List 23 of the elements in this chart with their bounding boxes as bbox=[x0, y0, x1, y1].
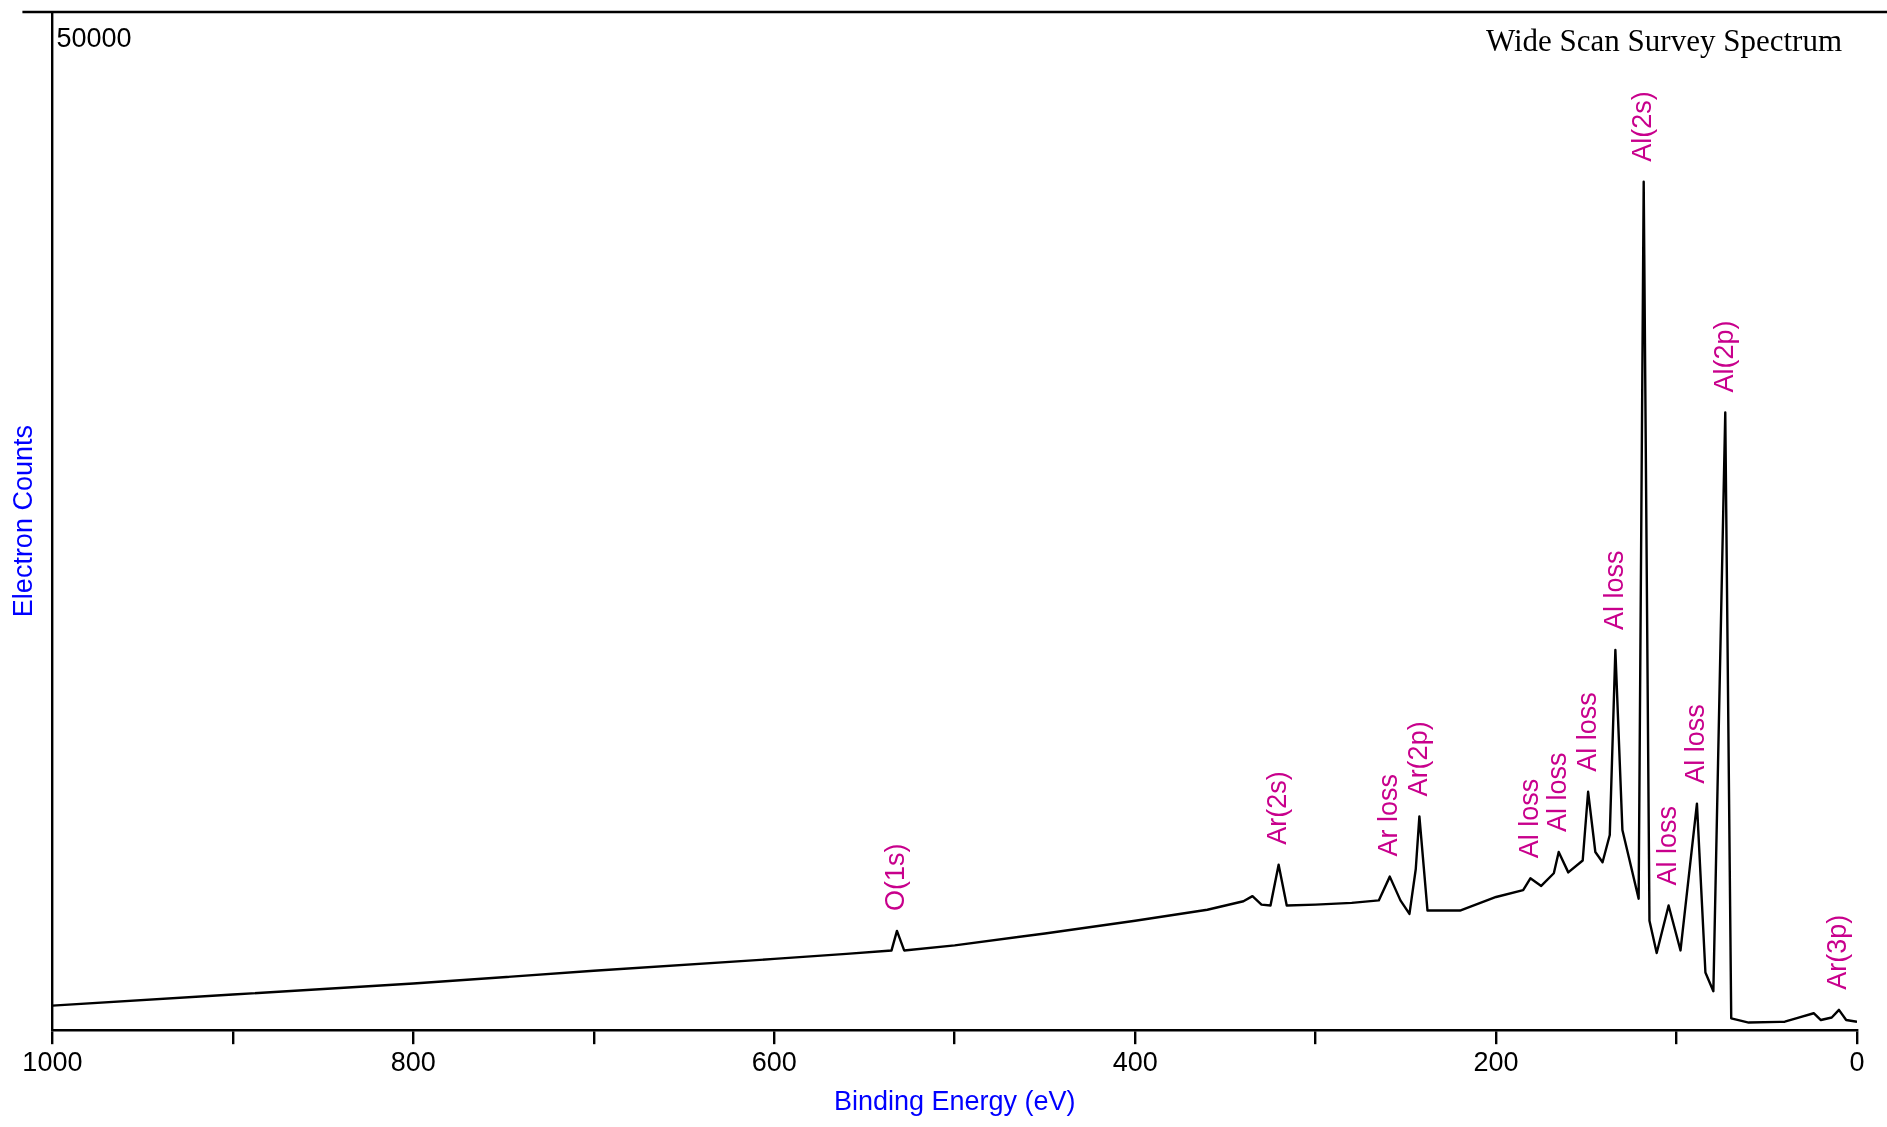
annotation: Al loss bbox=[1680, 704, 1711, 784]
annotation: Al loss bbox=[1513, 778, 1544, 859]
annotation: Al loss bbox=[1571, 692, 1602, 772]
annotation: Ar(2s) bbox=[1262, 771, 1293, 845]
x-tick-label: 1000 bbox=[22, 1046, 83, 1077]
x-tick-label: 400 bbox=[1112, 1046, 1158, 1077]
x-tick-label: 800 bbox=[390, 1046, 436, 1077]
annotation: Al loss bbox=[1542, 752, 1573, 833]
y-axis-title: Electron Counts bbox=[7, 425, 38, 618]
x-axis-title: Binding Energy (eV) bbox=[833, 1086, 1076, 1117]
annotation: Ar loss bbox=[1373, 774, 1404, 857]
text: 50000 bbox=[56, 22, 132, 53]
annotation: O(1s) bbox=[880, 843, 911, 911]
chart-title: Wide Scan Survey Spectrum bbox=[1485, 22, 1842, 58]
annotation: Al loss bbox=[1652, 805, 1683, 886]
annotation: Al loss bbox=[1598, 550, 1629, 631]
annotation: Al(2p) bbox=[1708, 320, 1739, 393]
x-tick-label: 200 bbox=[1473, 1046, 1519, 1077]
annotation: Ar(2p) bbox=[1402, 721, 1433, 797]
x-tick-label: 0 bbox=[1849, 1046, 1865, 1077]
annotation: Ar(3p) bbox=[1822, 914, 1853, 990]
annotation: Al(2s) bbox=[1627, 91, 1658, 162]
x-tick-label: 600 bbox=[751, 1046, 797, 1077]
